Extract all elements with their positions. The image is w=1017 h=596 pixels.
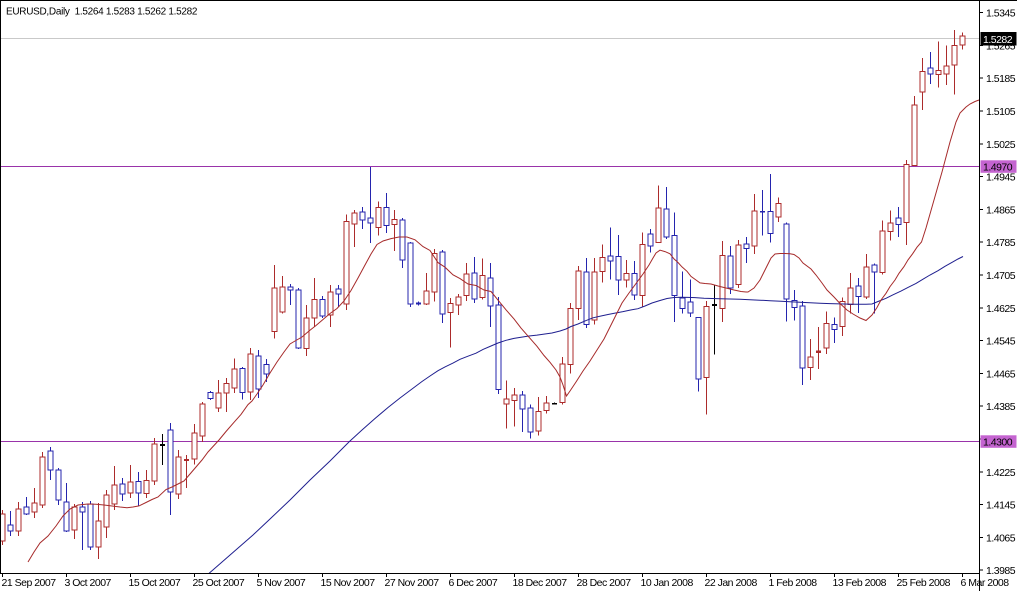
svg-text:1.4300: 1.4300: [983, 437, 1013, 449]
svg-text:EURUSD,Daily 1.5264 1.5283 1.: EURUSD,Daily 1.5264 1.5283 1.5262 1.5282: [6, 7, 198, 18]
svg-text:1.4970: 1.4970: [983, 162, 1013, 174]
svg-text:1.4545: 1.4545: [986, 336, 1016, 348]
svg-text:28 Dec 2007: 28 Dec 2007: [577, 577, 632, 589]
svg-text:1.4625: 1.4625: [986, 303, 1016, 315]
svg-text:1.5282: 1.5282: [983, 34, 1013, 46]
svg-text:15 Nov 2007: 15 Nov 2007: [321, 577, 376, 589]
svg-text:1.4065: 1.4065: [986, 532, 1016, 544]
svg-text:1.4945: 1.4945: [986, 172, 1016, 184]
svg-text:1.3985: 1.3985: [986, 565, 1016, 577]
svg-text:22 Jan 2008: 22 Jan 2008: [705, 577, 758, 589]
svg-text:1.4225: 1.4225: [986, 467, 1016, 479]
svg-text:25 Oct 2007: 25 Oct 2007: [193, 577, 245, 589]
svg-text:1.5105: 1.5105: [986, 106, 1016, 118]
svg-text:27 Nov 2007: 27 Nov 2007: [385, 577, 440, 589]
svg-text:1.5345: 1.5345: [986, 8, 1016, 20]
svg-text:5 Nov 2007: 5 Nov 2007: [257, 577, 306, 589]
svg-text:13 Feb 2008: 13 Feb 2008: [833, 577, 887, 589]
svg-text:6 Mar 2008: 6 Mar 2008: [961, 577, 1010, 589]
svg-text:18 Dec 2007: 18 Dec 2007: [513, 577, 568, 589]
svg-text:1.4865: 1.4865: [986, 204, 1016, 216]
svg-text:21 Sep 2007: 21 Sep 2007: [2, 577, 57, 589]
svg-text:6 Dec 2007: 6 Dec 2007: [449, 577, 498, 589]
svg-text:1.4465: 1.4465: [986, 368, 1016, 380]
svg-text:1.4705: 1.4705: [986, 270, 1016, 282]
svg-text:1.5185: 1.5185: [986, 73, 1016, 85]
svg-text:25 Feb 2008: 25 Feb 2008: [897, 577, 951, 589]
svg-text:1.4385: 1.4385: [986, 401, 1016, 413]
svg-text:10 Jan 2008: 10 Jan 2008: [641, 577, 694, 589]
svg-text:1.4785: 1.4785: [986, 237, 1016, 249]
svg-text:3 Oct 2007: 3 Oct 2007: [65, 577, 112, 589]
svg-text:1 Feb 2008: 1 Feb 2008: [769, 577, 818, 589]
svg-text:15 Oct 2007: 15 Oct 2007: [129, 577, 181, 589]
svg-text:1.4145: 1.4145: [986, 500, 1016, 512]
svg-text:1.5025: 1.5025: [986, 139, 1016, 151]
